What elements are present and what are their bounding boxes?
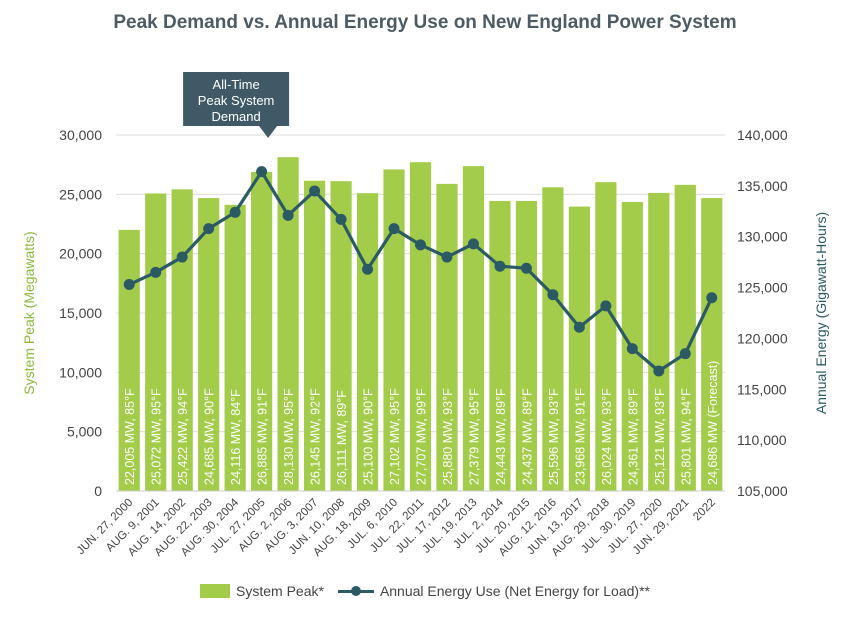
energy-point — [547, 289, 559, 301]
y-right-tick-label: 135,000 — [737, 178, 788, 194]
y-left-tick-label: 15,000 — [59, 305, 102, 321]
legend-item-annual-energy: Annual Energy Use (Net Energy for Load)*… — [337, 583, 650, 599]
y-left-tick-label: 25,000 — [59, 186, 102, 202]
energy-point — [282, 209, 294, 221]
bar-data-label: 27,707 MW, 99°F — [415, 388, 429, 485]
legend-swatch-bar — [200, 584, 230, 598]
bar-data-label: 22,005 MW, 85°F — [123, 388, 137, 485]
bar — [542, 187, 564, 491]
bar-data-label: 25,422 MW, 94°F — [176, 388, 190, 485]
bar — [277, 157, 299, 491]
x-tick-label: 2022 — [691, 497, 718, 524]
bar-data-label: 27,102 MW, 95°F — [388, 388, 402, 485]
y-right-tick-label: 110,000 — [737, 432, 787, 448]
y-left-tick-label: 10,000 — [59, 364, 102, 380]
energy-point — [653, 365, 665, 377]
energy-point — [150, 266, 162, 278]
bar — [383, 169, 405, 492]
bar-data-label: 24,443 MW, 89°F — [494, 388, 508, 485]
annotation-text: Peak System — [198, 93, 275, 108]
y-right-tick-label: 115,000 — [737, 381, 787, 397]
y-left-tick-label: 5,000 — [67, 424, 102, 440]
y-right-tick-label: 125,000 — [737, 280, 788, 296]
legend-item-system-peak: System Peak* — [200, 583, 324, 599]
bar-data-label: 27,379 MW, 95°F — [467, 388, 481, 485]
energy-point — [362, 263, 374, 275]
bar-data-label: 24,361 MW, 89°F — [626, 388, 640, 485]
y-right-tick-label: 120,000 — [737, 330, 788, 346]
bar-data-label: 26,024 MW, 93°F — [600, 388, 614, 485]
energy-point — [229, 206, 241, 218]
energy-point — [520, 262, 532, 274]
energy-point — [123, 279, 135, 291]
bar-data-label: 25,801 MW, 94°F — [679, 388, 693, 485]
bar — [303, 180, 326, 491]
energy-point — [706, 292, 718, 304]
y-right-tick-label: 130,000 — [737, 229, 788, 245]
y-right-axis-title: Annual Energy (Gigawatt-Hours) — [813, 212, 829, 414]
bar-data-label: 26,145 MW, 92°F — [309, 388, 323, 485]
bar-data-label: 25,596 MW, 93°F — [547, 388, 561, 485]
bar — [595, 182, 617, 491]
legend-label-system-peak: System Peak* — [236, 583, 324, 599]
annotation-text: Demand — [212, 109, 261, 124]
energy-point — [309, 185, 321, 197]
y-left-tick-label: 0 — [94, 483, 102, 499]
energy-point — [203, 223, 215, 235]
energy-point — [176, 251, 188, 263]
bar — [118, 229, 140, 491]
y-right-tick-label: 140,000 — [737, 127, 788, 143]
bar-data-label: 26,885 MW, 91°F — [256, 388, 270, 485]
bar — [568, 206, 590, 492]
bar — [674, 184, 696, 492]
annotation-box — [183, 72, 290, 126]
energy-point — [441, 251, 453, 263]
bar-data-label: 24,686 MW (Forecast) — [706, 361, 720, 485]
bar-data-label: 24,437 MW, 89°F — [520, 388, 534, 485]
y-left-tick-label: 20,000 — [59, 246, 102, 262]
bar — [356, 193, 379, 491]
bar-data-label: 23,968 MW, 91°F — [573, 388, 587, 485]
bar — [701, 198, 723, 492]
bar — [198, 198, 220, 491]
annotation-text: All-Time — [213, 77, 260, 92]
bar — [648, 192, 670, 491]
bar-data-label: 26,111 MW, 89°F — [335, 390, 349, 485]
bar-data-label: 28,130 MW, 95°F — [282, 388, 296, 485]
energy-point — [388, 223, 400, 235]
legend-swatch-line — [337, 584, 374, 598]
bar — [489, 200, 511, 492]
bar — [251, 171, 273, 491]
bar — [224, 204, 246, 491]
energy-point — [494, 260, 506, 272]
bar-data-label: 25,121 MW, 93°F — [653, 388, 667, 485]
energy-point — [415, 239, 426, 251]
legend: System Peak* Annual Energy Use (Net Ener… — [0, 580, 850, 602]
energy-point — [600, 300, 612, 312]
energy-point — [573, 321, 585, 333]
legend-label-annual-energy: Annual Energy Use (Net Energy for Load)*… — [379, 583, 650, 599]
bar — [330, 181, 352, 491]
annotation-pointer — [259, 126, 278, 138]
energy-point — [335, 213, 347, 225]
bar-data-label: 24,116 MW, 84°F — [229, 389, 243, 485]
bar-data-label: 25,072 MW, 95°F — [150, 388, 164, 485]
bar-data-label: 25,880 MW, 93°F — [441, 388, 455, 485]
energy-point — [256, 166, 268, 178]
y-left-axis-title: System Peak (Megawatts) — [21, 231, 37, 394]
y-left-tick-label: 30,000 — [59, 127, 102, 143]
bar — [171, 189, 193, 491]
y-right-tick-label: 105,000 — [737, 483, 788, 499]
energy-point — [679, 348, 691, 360]
bar-data-label: 24,685 MW, 90°F — [203, 388, 217, 485]
bar-data-label: 25,100 MW, 90°F — [362, 388, 376, 485]
chart-title: Peak Demand vs. Annual Energy Use on New… — [113, 12, 737, 33]
bar — [436, 183, 458, 491]
energy-point — [467, 238, 479, 250]
energy-point — [626, 343, 638, 355]
